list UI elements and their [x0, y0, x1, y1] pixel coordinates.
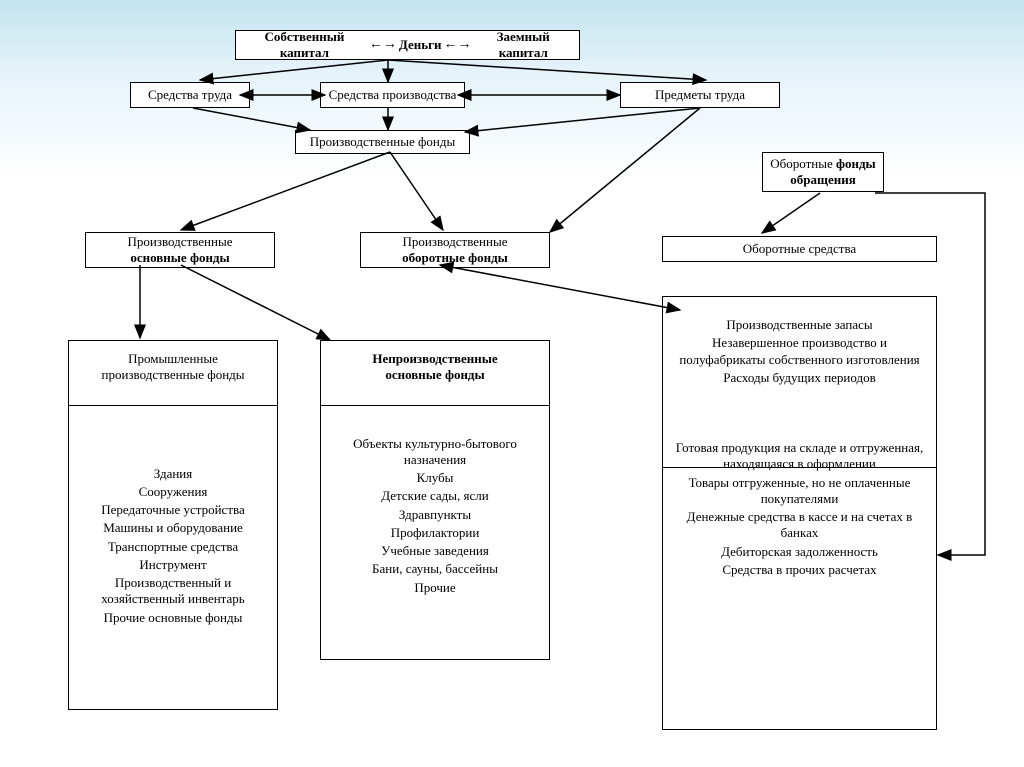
txt-money: Деньги: [399, 37, 442, 53]
list-item: Профилактории: [327, 525, 543, 541]
list-item: Незавершенное производство и полуфабрика…: [669, 335, 930, 368]
list-item: Денежные средства в кассе и на счетах в …: [669, 509, 930, 542]
list-item: Здания: [75, 466, 271, 482]
txt-means-prod: Средства производства: [327, 87, 458, 103]
txt-means-labor: Средства труда: [137, 87, 243, 103]
txt-prod-funds: Производственные фонды: [302, 134, 463, 150]
list-item: Средства в прочих расчетах: [669, 562, 930, 578]
txt-working-cap: Оборотные средства: [669, 241, 930, 257]
txt-industrial-h1: Промышленные: [75, 351, 271, 367]
txt-own-capital: Собственный капитал: [242, 29, 367, 62]
list-nonprod: Объекты культурно-бытового назначенияКлу…: [327, 434, 543, 598]
box-circ-funds: Оборотные фонды обращения: [762, 152, 884, 192]
list-item: Товары отгруженные, но не оплаченные пок…: [669, 475, 930, 508]
list-item: Производственный и хозяйственный инвента…: [75, 575, 271, 608]
box-working-cap: Оборотные средства: [662, 236, 937, 262]
box-objects-labor: Предметы труда: [620, 82, 780, 108]
txt-nonprod-h2: основные фонды: [327, 367, 543, 383]
arrow-sym-1: ←→: [367, 36, 399, 54]
box-prod-funds: Производственные фонды: [295, 130, 470, 154]
list-item: Расходы будущих периодов: [669, 370, 930, 386]
list-item: Дебиторская задолженность: [669, 544, 930, 560]
txt-circ-funds-1: Оборотные: [770, 156, 832, 171]
txt-industrial-h2: производственные фонды: [75, 367, 271, 383]
list-item: Детские сады, ясли: [327, 488, 543, 504]
txt-prod-work-1: Производственные: [367, 234, 543, 250]
list-wc-lower: Готовая продукция на складе и отгруженна…: [669, 438, 930, 580]
list-item: Машины и оборудование: [75, 520, 271, 536]
box-wc: Производственные запасы Незавершенное про…: [662, 296, 937, 730]
list-wc-upper: Производственные запасы Незавершенное про…: [669, 315, 930, 388]
list-industrial: Здания Сооружения Передаточные устройства М…: [75, 464, 271, 628]
txt-loan-capital: Заемный капитал: [473, 29, 573, 62]
txt-prod-main-1: Производственные: [92, 234, 268, 250]
list-item: Производственные запасы: [669, 317, 930, 333]
list-item: Инструмент: [75, 557, 271, 573]
box-prod-work: Производственные оборотные фонды: [360, 232, 550, 268]
list-item: Передаточные устройства: [75, 502, 271, 518]
divider-wc: [663, 467, 936, 468]
txt-nonprod-h1: Непроизводственные: [327, 351, 543, 367]
box-means-labor: Средства труда: [130, 82, 250, 108]
list-item: Учебные заведения: [327, 543, 543, 559]
box-top-capital: Собственный капитал ←→ Деньги ←→ Заемный…: [235, 30, 580, 60]
txt-prod-main-2: основные фонды: [92, 250, 268, 266]
list-item: Транспортные средства: [75, 539, 271, 555]
list-item: Клубы: [327, 470, 543, 486]
box-prod-main: Производственные основные фонды: [85, 232, 275, 268]
list-item: Прочие основные фонды: [75, 610, 271, 626]
divider-nonprod: [321, 405, 549, 406]
list-item: Здравпункты: [327, 507, 543, 523]
txt-objects-labor: Предметы труда: [627, 87, 773, 103]
list-item: Прочие: [327, 580, 543, 596]
box-means-prod: Средства производства: [320, 82, 465, 108]
txt-prod-work-2: оборотные фонды: [367, 250, 543, 266]
list-item: Сооружения: [75, 484, 271, 500]
diagram-canvas: Собственный капитал ←→ Деньги ←→ Заемный…: [0, 0, 1024, 767]
list-item: Объекты культурно-бытового назначения: [327, 436, 543, 469]
divider-industrial: [69, 405, 277, 406]
list-item: Бани, сауны, бассейны: [327, 561, 543, 577]
box-nonprod: Непроизводственные основные фонды Объект…: [320, 340, 550, 660]
arrow-sym-2: ←→: [441, 36, 473, 54]
box-industrial: Промышленные производственные фонды Здан…: [68, 340, 278, 710]
